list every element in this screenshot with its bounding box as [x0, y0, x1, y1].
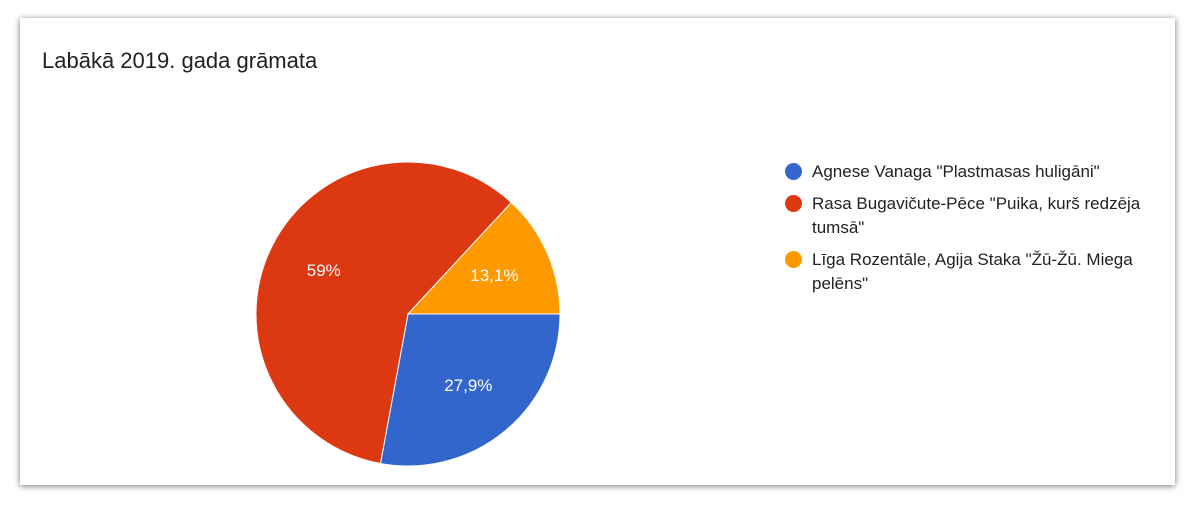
legend-item: Rasa Bugavičute-Pēce "Puika, kurš redzēj… — [785, 192, 1155, 240]
pie-slice — [255, 161, 513, 465]
legend-label: Rasa Bugavičute-Pēce "Puika, kurš redzēj… — [812, 194, 1141, 237]
pie-slice — [406, 201, 561, 315]
legend-label: Līga Rozentāle, Agija Staka "Žū-Žū. Mieg… — [812, 250, 1133, 293]
legend-swatch — [785, 251, 802, 268]
legend-item: Agnese Vanaga "Plastmasas huligāni" — [785, 160, 1155, 184]
pie-slice — [379, 313, 561, 467]
legend-label: Agnese Vanaga "Plastmasas huligāni" — [812, 162, 1100, 181]
legend-swatch — [785, 163, 802, 180]
legend: Agnese Vanaga "Plastmasas huligāni" Rasa … — [785, 160, 1155, 304]
slice-label: 27,9% — [444, 376, 492, 395]
chart-card: Labākā 2019. gada grāmata 27,9% 59% 13,1% … — [20, 18, 1175, 485]
slice-label: 13,1% — [470, 266, 518, 285]
slice-label: 59% — [307, 261, 341, 280]
chart-title: Labākā 2019. gada grāmata — [42, 48, 318, 73]
legend-swatch — [785, 195, 802, 212]
legend-item: Līga Rozentāle, Agija Staka "Žū-Žū. Mieg… — [785, 248, 1155, 296]
pie-chart: 27,9% 59% 13,1% — [255, 161, 561, 467]
